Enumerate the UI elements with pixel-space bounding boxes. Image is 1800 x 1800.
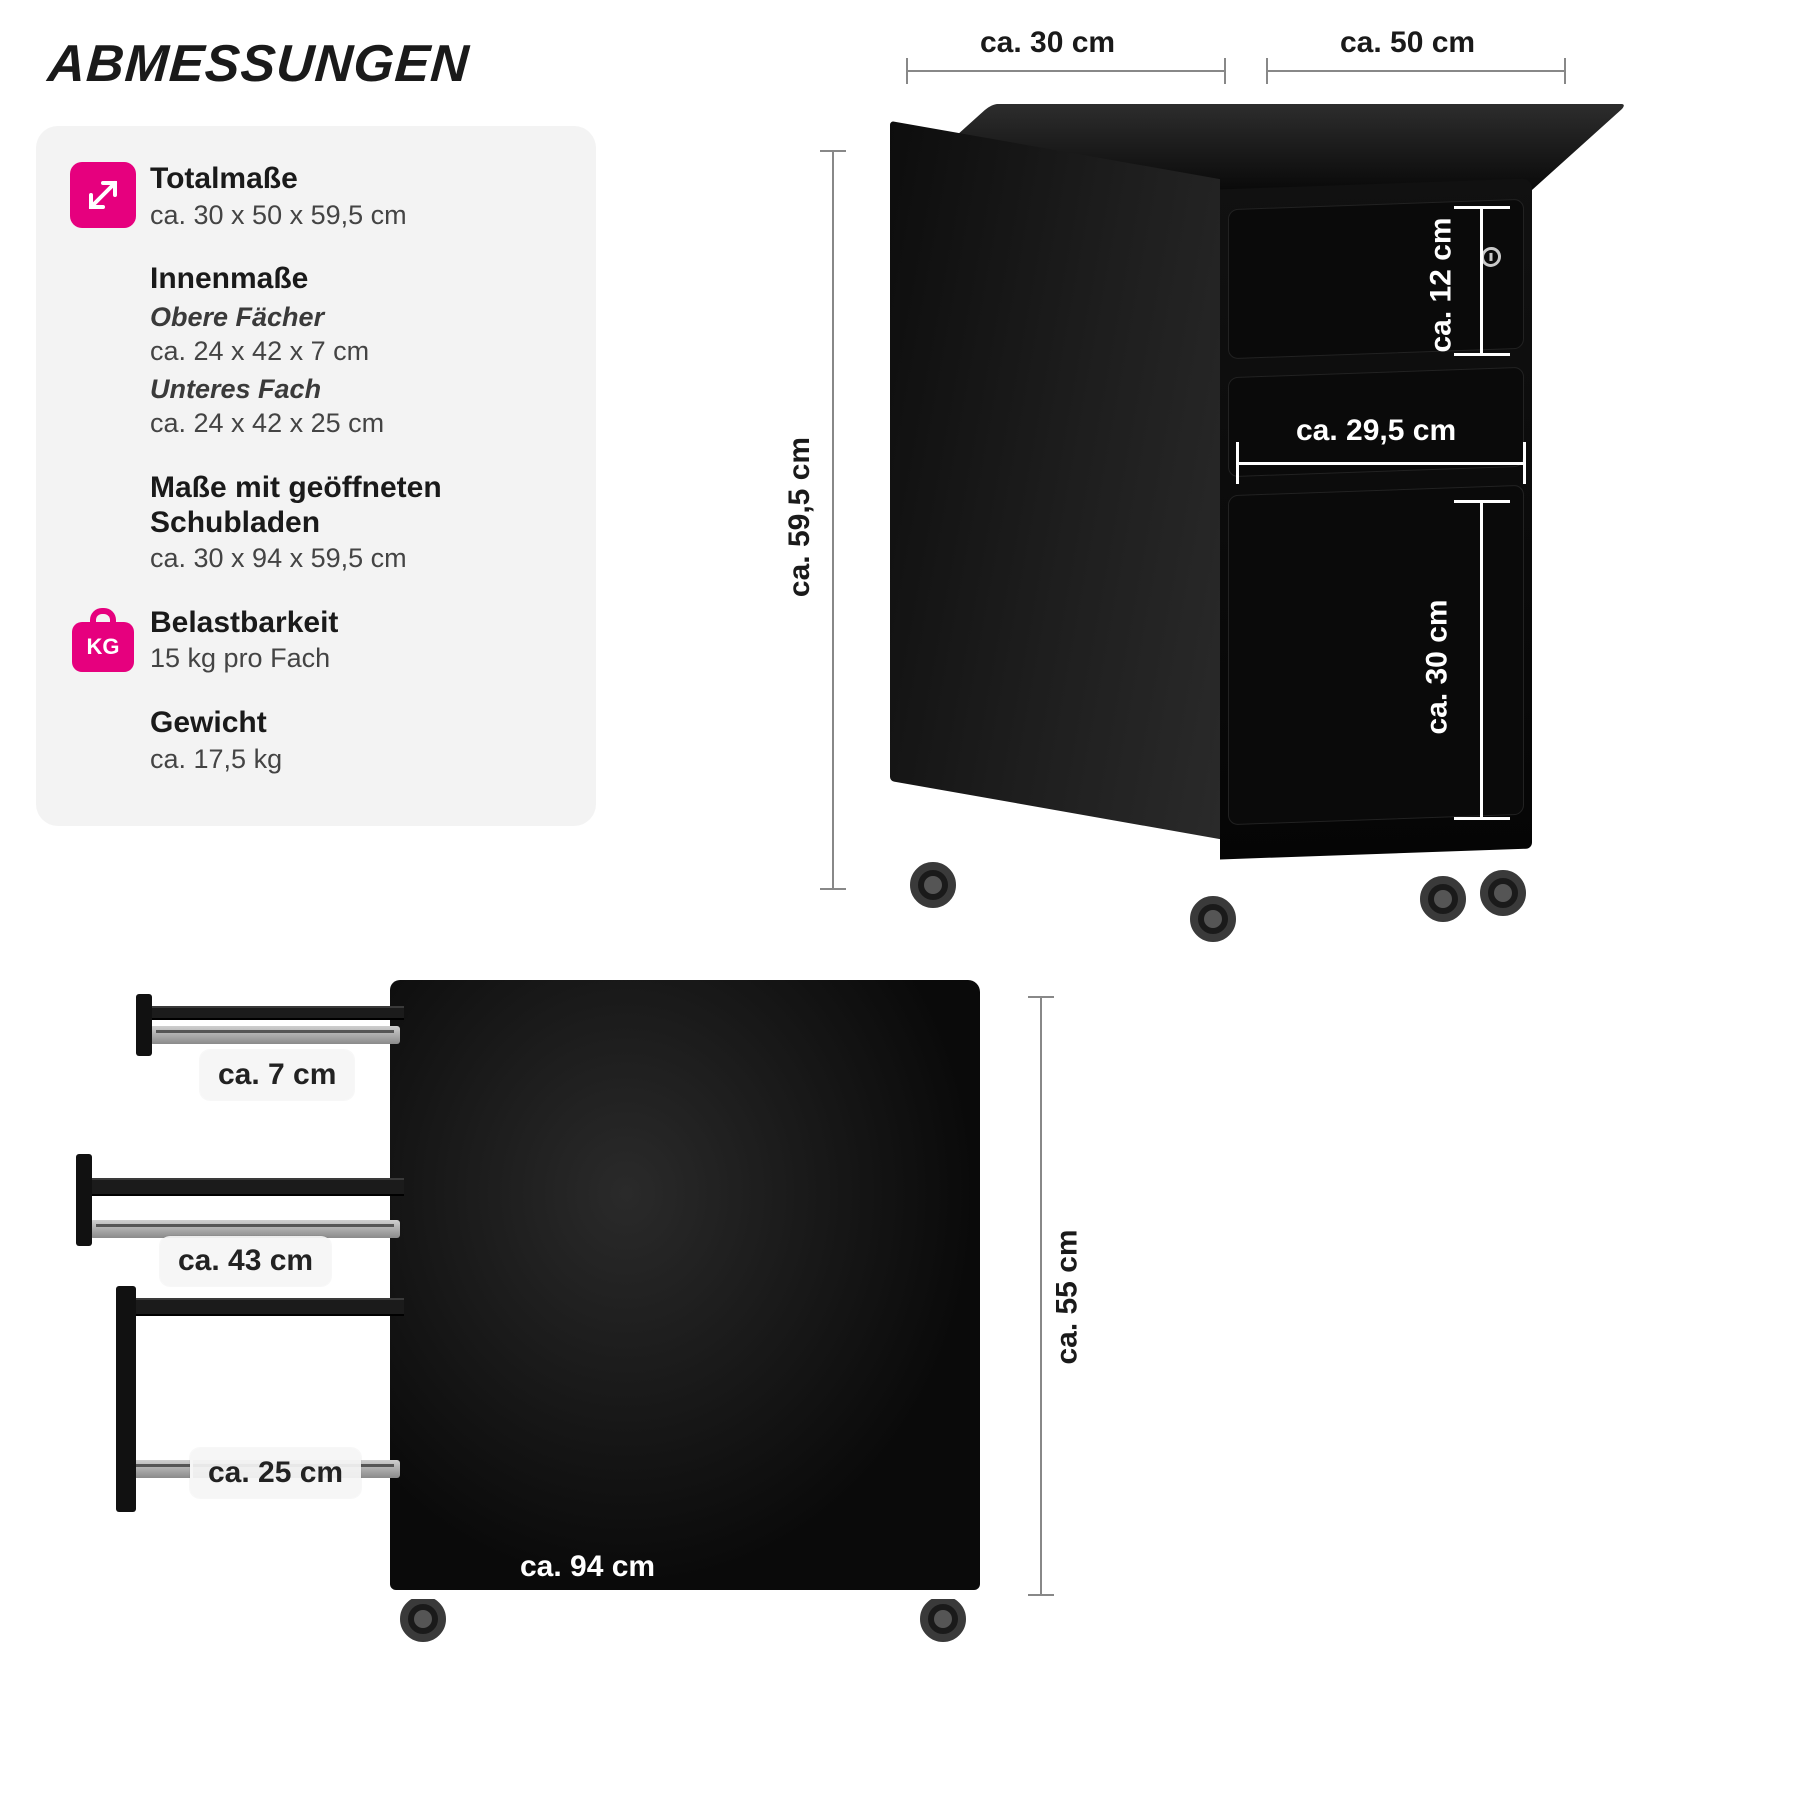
dim-tick xyxy=(1028,1594,1054,1596)
spec-inner-lower-value: ca. 24 x 42 x 25 cm xyxy=(150,407,566,441)
dim-tick xyxy=(1028,996,1054,998)
dim-tick xyxy=(820,888,846,890)
lock-icon xyxy=(1481,247,1501,268)
cabinet-body xyxy=(390,980,980,1590)
dimensions-icon xyxy=(70,162,136,228)
spec-total-value: ca. 30 x 50 x 59,5 cm xyxy=(150,199,566,233)
dim-height-595: ca. 59,5 cm xyxy=(783,437,817,597)
spec-row-load: KG Belastbarkeit 15 kg pro Fach xyxy=(70,606,566,676)
drawer-rail xyxy=(150,1026,400,1044)
dim-guide xyxy=(1266,70,1566,72)
drawer-face xyxy=(136,994,152,1056)
dim-guide xyxy=(1523,442,1526,484)
dim-guide xyxy=(1480,500,1483,820)
dim-width-30: ca. 30 cm xyxy=(980,26,1115,60)
dim-tick xyxy=(1224,58,1226,84)
open-drawer-3 xyxy=(124,1298,404,1316)
caster-wheel xyxy=(1480,870,1526,916)
spec-open-label: Maße mit geöffneten Schubladen xyxy=(150,471,566,540)
dim-guide xyxy=(1040,996,1042,1596)
open-drawer-2 xyxy=(84,1178,404,1196)
weight-icon: KG xyxy=(70,606,136,672)
callout-drawer2: ca. 43 cm xyxy=(160,1236,331,1286)
spec-open-value: ca. 30 x 94 x 59,5 cm xyxy=(150,542,566,576)
dim-tick xyxy=(1266,58,1268,84)
dim-tick xyxy=(906,58,908,84)
dim-depth-50: ca. 50 cm xyxy=(1340,26,1475,60)
dim-guide xyxy=(1454,206,1510,209)
spec-inner-label: Innenmaße xyxy=(150,262,566,297)
spec-load-value: 15 kg pro Fach xyxy=(150,642,566,676)
spec-inner-upper-value: ca. 24 x 42 x 7 cm xyxy=(150,335,566,369)
drawer-face xyxy=(76,1154,92,1246)
dim-guide xyxy=(906,70,1226,72)
spec-row-weight: Gewicht ca. 17,5 kg xyxy=(70,706,566,776)
open-drawer-1 xyxy=(144,1006,404,1020)
dim-guide xyxy=(1480,206,1483,356)
dim-guide xyxy=(1236,442,1239,484)
dim-guide xyxy=(1454,353,1510,356)
dim-tick xyxy=(820,150,846,152)
dim-guide xyxy=(120,1596,980,1599)
caster-wheel xyxy=(400,1596,446,1642)
cabinet-front-view xyxy=(890,104,1650,964)
spec-load-label: Belastbarkeit xyxy=(150,606,566,641)
dim-total-depth: ca. 94 cm xyxy=(520,1550,655,1584)
caster-wheel xyxy=(1190,896,1236,942)
spec-inner-lower-label: Unteres Fach xyxy=(150,373,566,405)
spec-row-inner: Innenmaße Obere Fächer ca. 24 x 42 x 7 c… xyxy=(70,262,566,441)
caster-wheel xyxy=(1420,876,1466,922)
dim-height-55: ca. 55 cm xyxy=(1051,1229,1085,1364)
dim-guide xyxy=(1236,462,1526,465)
caster-wheel xyxy=(910,862,956,908)
spec-weight-value: ca. 17,5 kg xyxy=(150,743,566,777)
dim-drawer1-h: ca. 12 cm xyxy=(1425,217,1459,352)
spec-panel: Totalmaße ca. 30 x 50 x 59,5 cm Innenmaß… xyxy=(36,126,596,826)
cabinet-front xyxy=(1220,179,1532,860)
page-title: ABMESSUNGEN xyxy=(46,34,471,94)
callout-drawer3: ca. 25 cm xyxy=(190,1448,361,1498)
cabinet-side xyxy=(890,121,1220,839)
spec-row-open: Maße mit geöffneten Schubladen ca. 30 x … xyxy=(70,471,566,576)
dim-drawer3-h: ca. 30 cm xyxy=(1421,599,1455,734)
caster-wheel xyxy=(920,1596,966,1642)
spec-weight-label: Gewicht xyxy=(150,706,566,741)
dim-drawer-w: ca. 29,5 cm xyxy=(1296,414,1456,448)
spec-total-label: Totalmaße xyxy=(150,162,566,197)
spec-inner-upper-label: Obere Fächer xyxy=(150,301,566,333)
spec-row-total: Totalmaße ca. 30 x 50 x 59,5 cm xyxy=(70,162,566,232)
dim-guide xyxy=(832,150,834,890)
dim-guide xyxy=(1454,817,1510,820)
dim-tick xyxy=(1564,58,1566,84)
drawer-face xyxy=(116,1286,136,1512)
dim-guide xyxy=(1454,500,1510,503)
callout-drawer1: ca. 7 cm xyxy=(200,1050,354,1100)
